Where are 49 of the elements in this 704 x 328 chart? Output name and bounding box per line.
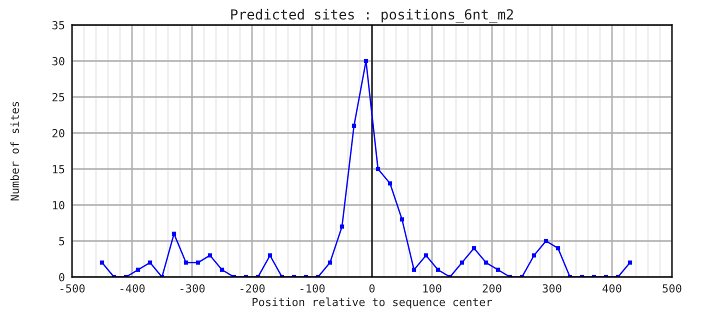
y-tick-label: 0 — [59, 273, 64, 282]
point — [388, 181, 392, 186]
point — [472, 246, 476, 250]
x-tick-label: 100 — [423, 284, 442, 293]
point — [136, 268, 140, 272]
point — [376, 166, 380, 172]
point — [556, 246, 560, 250]
y-tick-label: 20 — [52, 129, 64, 138]
point — [352, 124, 356, 128]
x-tick-label: -400 — [120, 284, 145, 293]
point — [196, 260, 200, 265]
y-tick-label: 35 — [52, 21, 64, 30]
point — [220, 268, 224, 272]
point — [460, 260, 464, 265]
x-tick-label: 0 — [369, 284, 375, 293]
point — [184, 260, 188, 265]
y-tick-label: 5 — [59, 237, 64, 246]
point — [628, 260, 632, 265]
point — [328, 260, 332, 265]
point — [100, 260, 104, 265]
point — [148, 260, 152, 265]
y-tick-label: 30 — [52, 57, 64, 66]
point — [364, 58, 368, 64]
point — [496, 268, 500, 272]
point — [172, 232, 176, 236]
point — [208, 253, 212, 258]
x-tick-label: 300 — [542, 284, 562, 293]
point — [412, 268, 416, 272]
point — [436, 268, 440, 272]
point — [340, 224, 344, 229]
y-tick-label: 25 — [52, 93, 64, 102]
point — [400, 217, 404, 222]
x-tick-label: 400 — [602, 284, 622, 293]
point — [484, 260, 488, 265]
x-tick-label: -500 — [60, 284, 85, 293]
x-tick-label: -200 — [240, 284, 265, 293]
point — [532, 253, 536, 258]
y-tick-label: 10 — [53, 201, 64, 210]
x-tick-label: 200 — [482, 284, 502, 293]
chart-title: Predicted sites : positions_6nt_m2 — [231, 8, 513, 23]
y-axis-title: Number of sites — [10, 102, 19, 200]
point — [268, 253, 272, 258]
x-tick-label: -300 — [180, 284, 205, 293]
x-tick-label: 500 — [662, 284, 682, 293]
point — [424, 253, 428, 258]
x-axis-title: Position relative to sequence center — [252, 298, 492, 308]
y-tick-label: 15 — [53, 165, 64, 174]
point — [544, 238, 548, 244]
x-tick-label: -100 — [300, 284, 325, 293]
